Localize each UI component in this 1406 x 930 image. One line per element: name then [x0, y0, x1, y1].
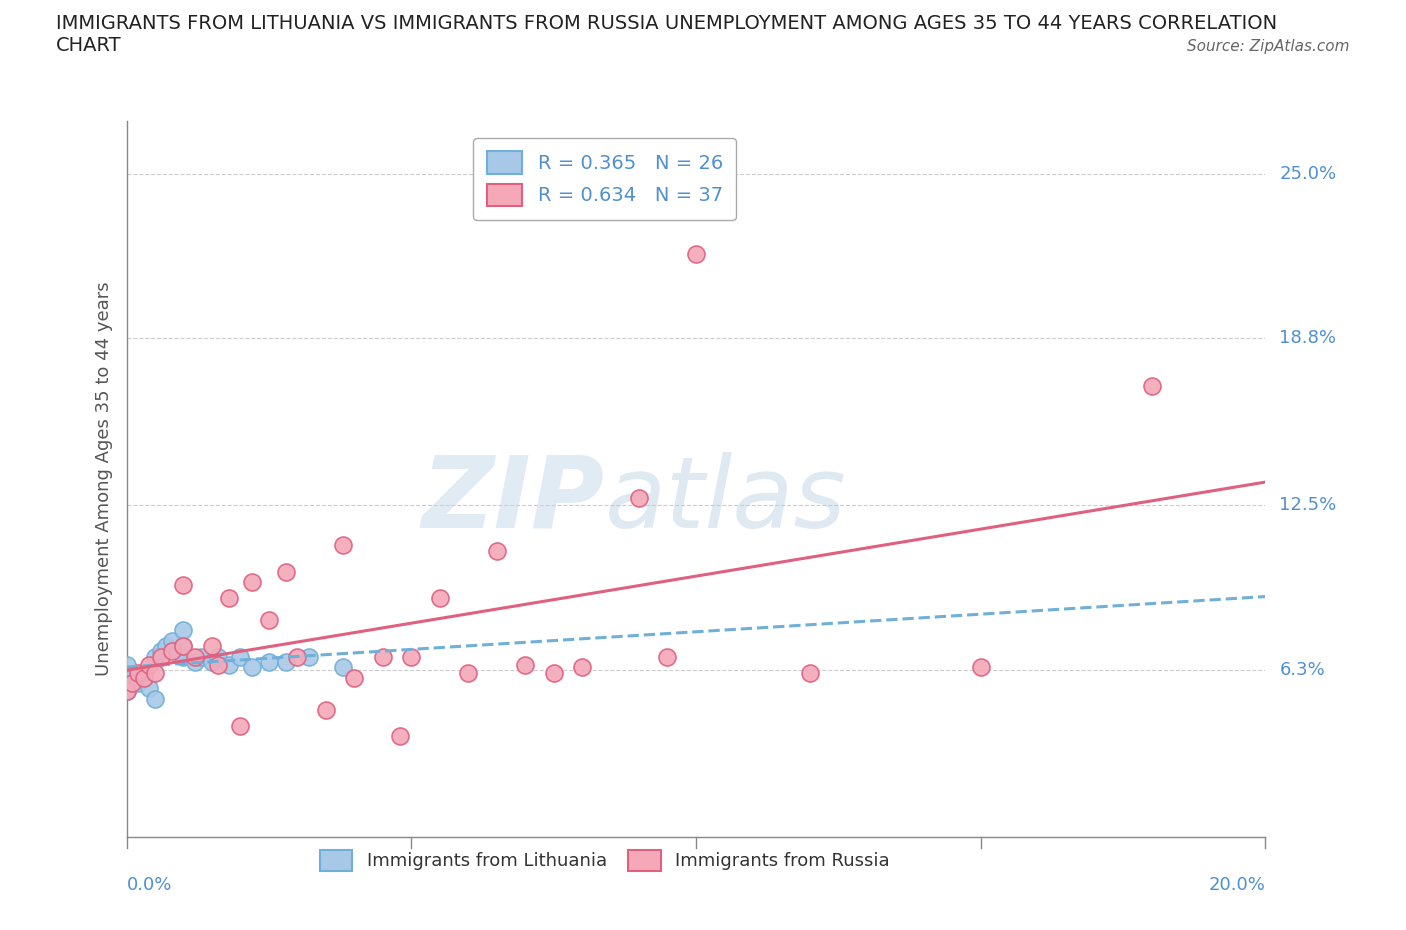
Point: [515, 658, 537, 672]
Point: [172, 649, 194, 664]
Point: [160, 633, 183, 648]
Point: [143, 649, 166, 664]
Point: [970, 659, 993, 674]
Text: 12.5%: 12.5%: [1279, 497, 1337, 514]
Point: [115, 658, 138, 672]
Text: 0.0%: 0.0%: [127, 876, 172, 894]
Point: [371, 649, 394, 664]
Point: [543, 665, 565, 680]
Point: [685, 246, 707, 261]
Y-axis label: Unemployment Among Ages 35 to 44 years: Unemployment Among Ages 35 to 44 years: [94, 282, 112, 676]
Point: [343, 671, 366, 685]
Point: [287, 649, 309, 664]
Point: [240, 659, 263, 674]
Point: [160, 644, 183, 658]
Point: [240, 575, 263, 590]
Point: [457, 665, 479, 680]
Point: [172, 639, 194, 654]
Point: [143, 692, 166, 707]
Point: [184, 655, 207, 670]
Point: [799, 665, 821, 680]
Point: [298, 649, 321, 664]
Point: [143, 665, 166, 680]
Text: IMMIGRANTS FROM LITHUANIA VS IMMIGRANTS FROM RUSSIA UNEMPLOYMENT AMONG AGES 35 T: IMMIGRANTS FROM LITHUANIA VS IMMIGRANTS …: [56, 14, 1278, 55]
Point: [121, 671, 143, 685]
Point: [127, 676, 149, 691]
Text: ZIP: ZIP: [422, 452, 605, 549]
Point: [229, 718, 252, 733]
Point: [166, 644, 188, 658]
Point: [201, 655, 224, 670]
Point: [257, 612, 280, 627]
Point: [201, 639, 224, 654]
Point: [149, 644, 172, 658]
Text: 25.0%: 25.0%: [1279, 165, 1337, 183]
Point: [485, 543, 508, 558]
Point: [138, 658, 160, 672]
Text: atlas: atlas: [605, 452, 846, 549]
Point: [315, 702, 337, 717]
Point: [207, 649, 229, 664]
Point: [332, 538, 354, 552]
Text: 6.3%: 6.3%: [1279, 661, 1324, 679]
Point: [1140, 379, 1163, 393]
Point: [388, 729, 411, 744]
Point: [172, 623, 194, 638]
Point: [155, 639, 177, 654]
Point: [121, 676, 143, 691]
Point: [429, 591, 451, 605]
Point: [401, 649, 423, 664]
Point: [172, 639, 194, 654]
Legend: Immigrants from Lithuania, Immigrants from Russia: Immigrants from Lithuania, Immigrants fr…: [312, 843, 897, 878]
Point: [229, 649, 252, 664]
Point: [184, 649, 207, 664]
Point: [274, 565, 297, 579]
Text: Source: ZipAtlas.com: Source: ZipAtlas.com: [1187, 39, 1350, 54]
Point: [127, 665, 149, 680]
Point: [657, 649, 679, 664]
Point: [218, 658, 240, 672]
Point: [115, 684, 138, 698]
Text: 20.0%: 20.0%: [1209, 876, 1265, 894]
Point: [628, 490, 651, 505]
Point: [218, 591, 240, 605]
Point: [274, 655, 297, 670]
Point: [172, 578, 194, 592]
Point: [132, 671, 155, 685]
Point: [332, 659, 354, 674]
Point: [257, 655, 280, 670]
Point: [115, 684, 138, 698]
Point: [138, 681, 160, 696]
Point: [190, 649, 212, 664]
Point: [571, 659, 593, 674]
Text: 18.8%: 18.8%: [1279, 329, 1336, 348]
Point: [149, 649, 172, 664]
Point: [207, 658, 229, 672]
Point: [132, 665, 155, 680]
